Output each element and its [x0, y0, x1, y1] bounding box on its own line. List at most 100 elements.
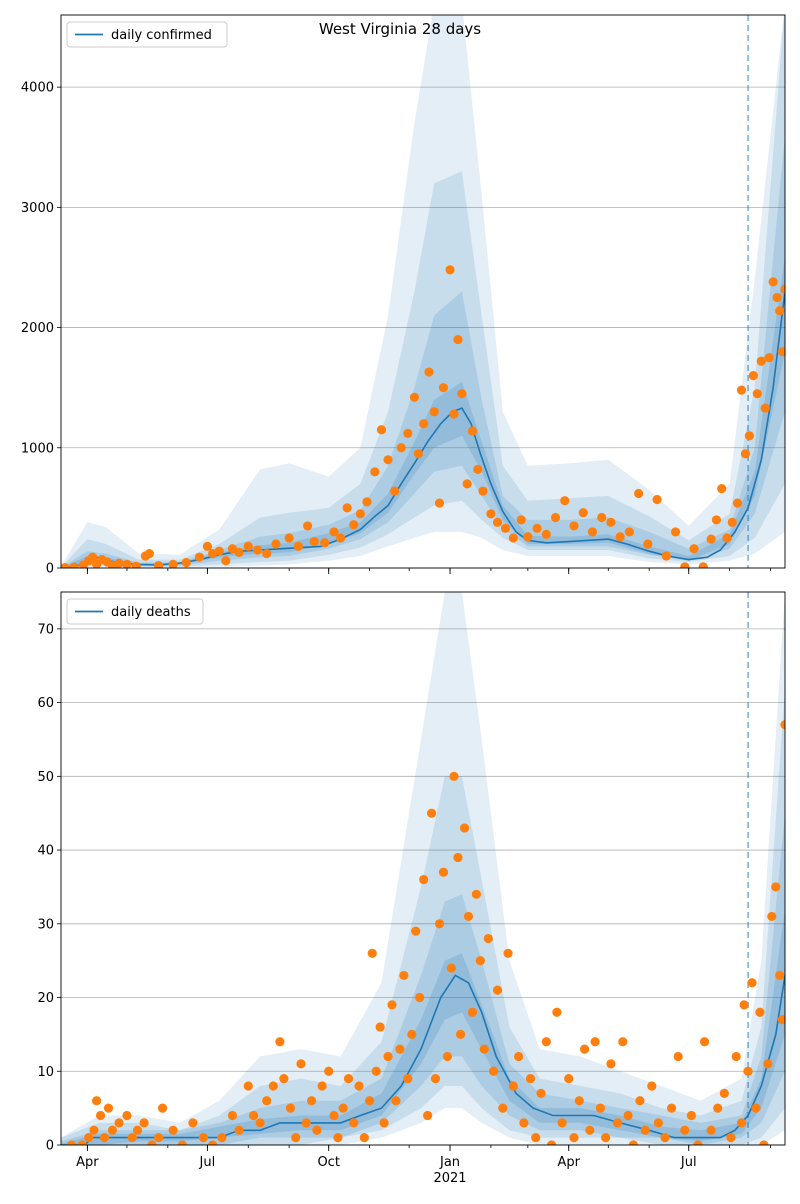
- observed-point: [99, 1133, 110, 1143]
- observed-point: [77, 1140, 87, 1145]
- observed-point: [217, 1133, 227, 1143]
- observed-point: [578, 508, 588, 518]
- observed-point: [442, 1051, 452, 1062]
- legend: daily deaths: [66, 598, 204, 625]
- observed-point: [168, 559, 178, 568]
- observed-point: [713, 1103, 723, 1113]
- observed-point: [221, 556, 231, 566]
- observed-point: [355, 509, 365, 519]
- observed-point: [396, 443, 406, 453]
- x-tick-label: Jan: [439, 1155, 460, 1170]
- y-tick-label: 70: [37, 622, 54, 637]
- x-tick-label: Jul: [199, 1155, 216, 1170]
- observed-point: [438, 383, 449, 393]
- observed-point: [177, 1140, 187, 1145]
- observed-point: [424, 367, 434, 377]
- observed-point: [453, 334, 463, 345]
- observed-point: [403, 1074, 413, 1084]
- observed-point: [329, 1110, 339, 1121]
- observed-point: [343, 1074, 354, 1084]
- observed-point: [747, 978, 757, 988]
- observed-point: [291, 1133, 301, 1143]
- observed-point: [628, 1140, 638, 1145]
- observed-point: [670, 527, 681, 537]
- observed-point: [693, 1140, 703, 1145]
- observed-point: [390, 486, 400, 496]
- observed-point: [508, 533, 518, 543]
- observed-point: [624, 527, 634, 537]
- observed-point: [107, 1125, 118, 1135]
- observed-point: [214, 546, 224, 556]
- y-tick-label: 50: [37, 770, 54, 785]
- observed-point: [719, 1088, 729, 1098]
- observed-point: [587, 527, 598, 537]
- observed-point: [338, 1103, 348, 1113]
- observed-point: [755, 1007, 765, 1017]
- observed-point: [531, 1133, 541, 1143]
- observed-point: [732, 498, 743, 508]
- observed-point: [268, 1081, 278, 1091]
- observed-point: [459, 823, 470, 833]
- observed-point: [370, 467, 380, 477]
- observed-point: [419, 419, 429, 429]
- observed-point: [413, 449, 423, 459]
- observed-point: [666, 1103, 677, 1113]
- observed-point: [153, 560, 164, 568]
- uncertainty-band-3: [61, 135, 785, 568]
- observed-point: [434, 498, 445, 508]
- observed-point: [756, 356, 766, 366]
- observed-point: [131, 561, 141, 568]
- observed-point: [354, 1081, 364, 1091]
- observed-point: [550, 512, 561, 523]
- observed-point: [168, 1125, 178, 1135]
- observed-point: [122, 1110, 132, 1121]
- observed-point: [473, 464, 483, 475]
- observed-point: [349, 1118, 359, 1128]
- observed-point: [536, 1088, 546, 1098]
- observed-point: [127, 1133, 137, 1143]
- observed-point: [122, 559, 132, 568]
- observed-point: [279, 1074, 289, 1084]
- observed-point: [463, 911, 474, 922]
- observed-point: [243, 541, 253, 551]
- observed-point: [615, 532, 625, 542]
- observed-point: [717, 484, 727, 494]
- observed-point: [775, 306, 785, 316]
- observed-point: [525, 1074, 536, 1084]
- observed-point: [777, 347, 785, 357]
- observed-point: [285, 1103, 296, 1113]
- observed-point: [541, 1037, 551, 1047]
- x-tick-label: Apr: [76, 1155, 99, 1170]
- observed-point: [262, 548, 272, 559]
- observed-point: [764, 353, 774, 363]
- observed-point: [503, 948, 513, 958]
- legend: daily confirmed: [66, 21, 228, 48]
- observed-point: [449, 771, 459, 781]
- observed-point: [271, 539, 281, 549]
- observed-point: [546, 1140, 557, 1145]
- observed-point: [103, 1103, 114, 1113]
- observed-point: [673, 1051, 683, 1062]
- observed-point: [767, 911, 777, 922]
- observed-point: [61, 563, 70, 568]
- legend-box: [66, 21, 228, 48]
- observed-point: [89, 1125, 99, 1135]
- observed-point: [379, 1118, 389, 1128]
- observed-point: [763, 1059, 773, 1069]
- observed-point: [574, 1096, 584, 1106]
- observed-point: [335, 533, 346, 543]
- observed-point: [438, 867, 449, 877]
- observed-point: [623, 1110, 633, 1121]
- model-line: [61, 974, 785, 1145]
- observed-point: [699, 1037, 710, 1047]
- observed-point: [284, 533, 294, 543]
- legend-label: daily deaths: [111, 605, 191, 620]
- observed-point: [399, 970, 409, 981]
- observed-point: [660, 1133, 670, 1143]
- plot-area: [61, 15, 785, 568]
- x-tick-sublabel: 2021: [433, 1171, 466, 1186]
- observed-point: [181, 557, 191, 568]
- uncertainty-band-2: [61, 687, 785, 1145]
- observed-point: [492, 985, 503, 995]
